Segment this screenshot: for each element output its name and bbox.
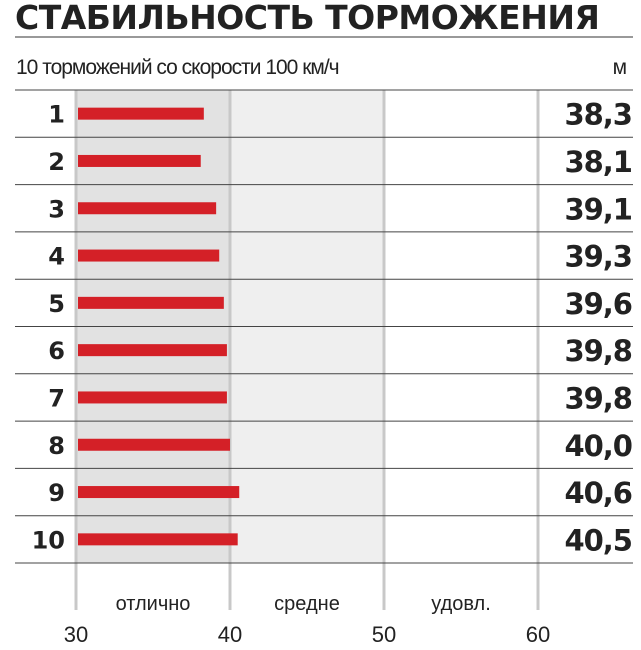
row-label: 2 (48, 148, 65, 176)
value-label: 39,3 (564, 240, 632, 274)
row-label: 1 (48, 101, 65, 129)
value-label: 39,8 (564, 334, 632, 368)
value-label: 39,8 (564, 381, 632, 415)
bar-2 (78, 154, 201, 167)
bar-9 (78, 486, 240, 499)
bar-8 (78, 438, 230, 451)
x-tick-label: 50 (372, 622, 396, 647)
zone-label: отлично (116, 593, 191, 615)
value-label: 40,6 (564, 476, 632, 510)
row-label: 10 (32, 526, 65, 554)
value-label: 38,1 (564, 145, 632, 179)
row-label: 3 (48, 195, 65, 223)
bar-7 (78, 391, 227, 404)
bar-10 (78, 533, 238, 546)
value-label: 38,3 (564, 98, 632, 132)
row-label: 7 (48, 384, 65, 412)
bar-3 (78, 202, 217, 215)
x-tick-label: 40 (218, 622, 242, 647)
row-label: 4 (48, 243, 65, 271)
unit-label: м (612, 56, 627, 79)
value-label: 40,0 (564, 429, 632, 463)
row-label: 5 (48, 290, 65, 318)
x-tick-label: 60 (526, 622, 550, 647)
bar-1 (78, 107, 204, 120)
value-label: 39,1 (564, 192, 632, 226)
x-tick-label: 30 (64, 622, 88, 647)
value-label: 39,6 (564, 287, 632, 321)
row-label: 8 (48, 432, 65, 460)
bar-4 (78, 249, 220, 262)
value-label: 40,5 (564, 523, 632, 557)
row-label: 6 (48, 337, 65, 365)
bar-6 (78, 344, 227, 357)
chart-title: СТАБИЛЬНОСТЬ ТОРМОЖЕНИЯ (15, 0, 600, 37)
row-label: 9 (48, 479, 65, 507)
zone-label: средне (274, 593, 340, 615)
chart-subtitle: 10 торможений со скорости 100 км/ч (16, 56, 340, 79)
bar-5 (78, 296, 224, 309)
zone-label: удовл. (431, 593, 491, 615)
